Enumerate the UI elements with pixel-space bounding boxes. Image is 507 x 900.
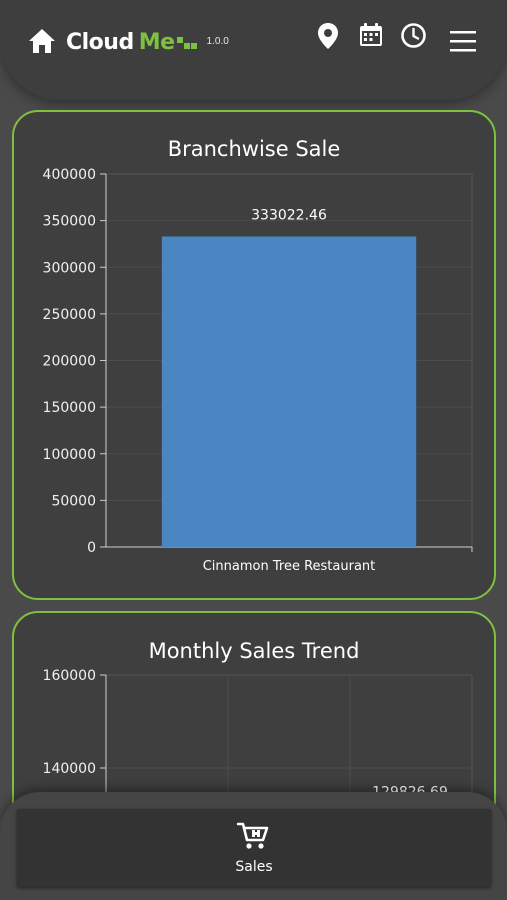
location-button[interactable]	[316, 22, 340, 50]
clock-button[interactable]	[400, 22, 427, 49]
y-tick-label: 200000	[43, 354, 96, 370]
y-tick-label: 0	[87, 540, 96, 556]
home-icon	[29, 29, 55, 53]
calendar-icon	[360, 23, 382, 46]
data-label: 333022.46	[251, 207, 327, 223]
y-tick-label: 50000	[51, 493, 96, 509]
y-tick-label: 160000	[43, 668, 96, 684]
branchwise-sale-card: Branchwise Sale 0 50000 100000 150000 200000…	[12, 110, 496, 600]
y-tick-label: 100000	[43, 447, 96, 463]
y-tick-label: 350000	[43, 214, 96, 230]
app-header: Cloud Me 1.0.0	[0, 0, 507, 100]
calendar-button[interactable]	[358, 22, 384, 48]
app-version: 1.0.0	[206, 35, 229, 47]
bar	[161, 236, 417, 548]
home-button[interactable]	[28, 28, 56, 54]
branchwise-sale-chart: 0 50000 100000 150000 200000 250000 300000 3500…	[43, 167, 473, 574]
y-tick-label: 140000	[43, 761, 96, 777]
sales-tab[interactable]: Sales	[17, 809, 491, 887]
y-tick-label: 250000	[43, 307, 96, 323]
y-tick-label: 300000	[43, 260, 96, 276]
chart-title: Monthly Sales Trend	[148, 639, 360, 663]
y-tick-label: 400000	[43, 167, 96, 183]
brand-dots-icon	[176, 31, 199, 53]
bottom-navigation: Sales	[0, 792, 507, 900]
hamburger-menu-icon	[450, 31, 476, 52]
shopping-cart-icon	[237, 822, 269, 849]
menu-button[interactable]	[450, 28, 476, 54]
brand-logo: Cloud Me 1.0.0	[66, 26, 229, 58]
sales-tab-label: Sales	[235, 859, 273, 875]
brand-word: Cloud	[66, 29, 134, 55]
location-pin-icon	[318, 23, 338, 49]
chart-title: Branchwise Sale	[167, 137, 341, 161]
brand-accent: Me	[138, 29, 175, 55]
y-tick-label: 150000	[43, 400, 96, 416]
x-tick-label: Cinnamon Tree Restaurant	[203, 559, 376, 574]
clock-icon	[401, 23, 426, 48]
